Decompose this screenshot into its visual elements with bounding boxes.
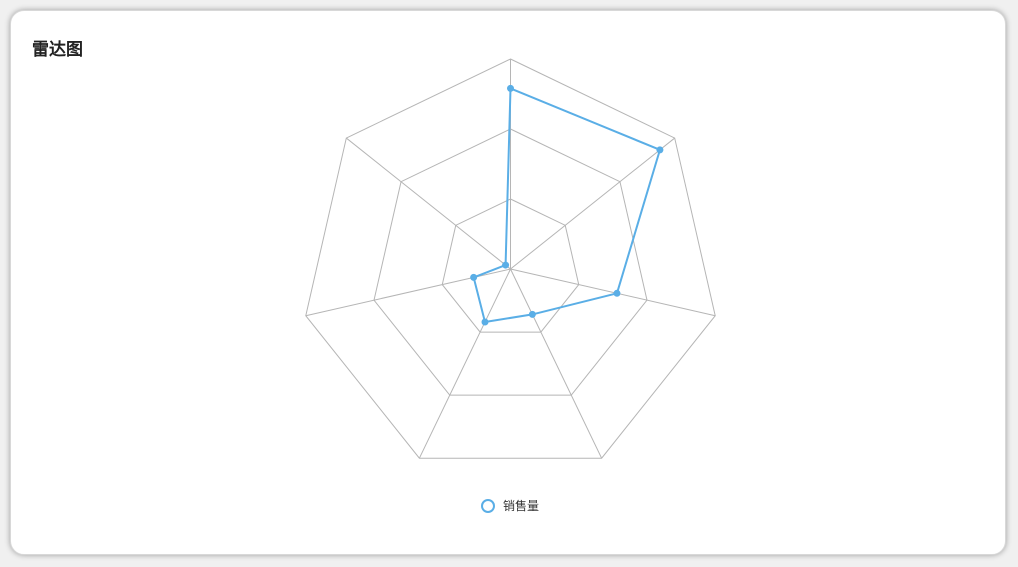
data-point[interactable] [507, 85, 514, 92]
data-point[interactable] [529, 311, 536, 318]
data-point[interactable] [656, 146, 663, 153]
legend-label: 销售量 [503, 497, 539, 514]
data-point[interactable] [470, 274, 477, 281]
grid-spoke [419, 269, 510, 458]
legend-marker-icon [481, 499, 495, 513]
data-point[interactable] [481, 318, 488, 325]
grid-spoke [511, 269, 716, 316]
data-point[interactable] [502, 262, 509, 269]
grid-spoke [346, 138, 510, 269]
radar-series-layer [470, 85, 663, 326]
radar-chart [11, 11, 1007, 556]
legend[interactable]: 销售量 [481, 497, 539, 514]
grid-spoke [511, 138, 675, 269]
grid-spoke [511, 269, 602, 458]
data-point[interactable] [613, 290, 620, 297]
chart-card: 雷达图 销售量 [10, 10, 1006, 555]
